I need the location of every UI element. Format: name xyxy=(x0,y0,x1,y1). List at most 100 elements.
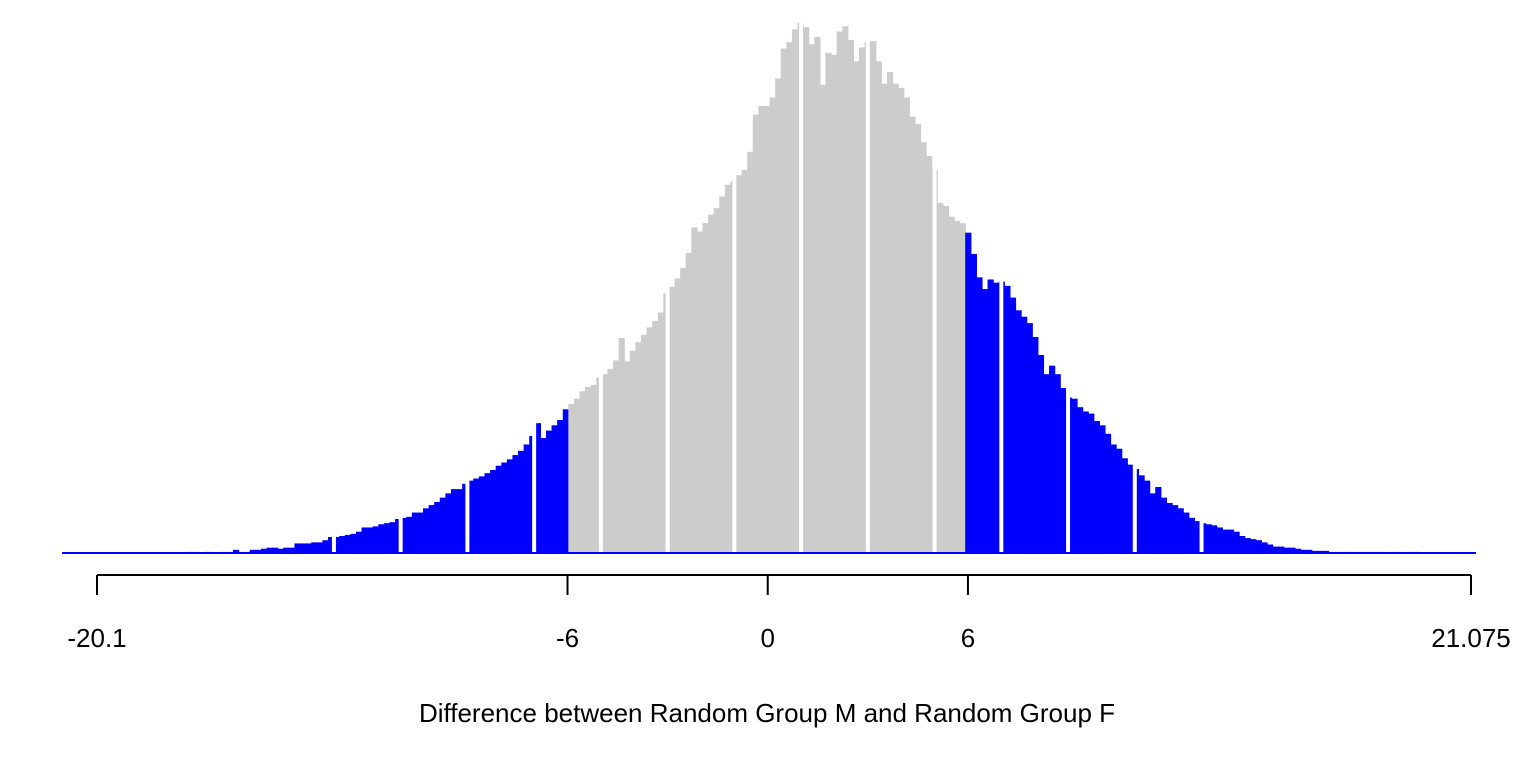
histogram-bars xyxy=(188,23,1419,554)
histogram-bar xyxy=(736,175,743,553)
histogram-bar xyxy=(847,40,855,553)
histogram-bar xyxy=(719,196,726,553)
histogram-bar xyxy=(495,465,502,553)
histogram-bar xyxy=(803,27,810,553)
histogram-bar xyxy=(1172,505,1179,553)
histogram-bar xyxy=(713,208,720,553)
histogram-bar xyxy=(590,384,597,553)
histogram-bar xyxy=(624,361,631,553)
histogram-bar xyxy=(618,338,625,553)
x-tick-label: -20.1 xyxy=(67,623,126,653)
histogram-bar xyxy=(1127,464,1134,553)
histogram-bar xyxy=(411,512,419,553)
histogram-bar xyxy=(1255,540,1263,553)
histogram-bar xyxy=(322,540,329,553)
histogram-bar xyxy=(680,267,687,553)
histogram-bar xyxy=(1054,374,1061,553)
histogram-bar xyxy=(557,419,564,553)
histogram-bar xyxy=(601,374,609,553)
histogram-bar xyxy=(478,476,486,553)
histogram-bar xyxy=(752,114,759,553)
histogram-bar xyxy=(551,425,558,553)
histogram-bar xyxy=(467,480,474,553)
histogram-bar xyxy=(635,342,642,553)
histogram-bar xyxy=(311,542,318,553)
histogram-bar xyxy=(1138,475,1145,553)
histogram-bar xyxy=(232,549,240,553)
histogram-bar xyxy=(1278,546,1285,553)
histogram-bar xyxy=(819,84,827,553)
histogram-bar xyxy=(1037,355,1045,553)
histogram-bar xyxy=(462,483,469,553)
histogram-bar xyxy=(1121,458,1128,553)
histogram-bar xyxy=(1015,310,1022,553)
histogram-bar xyxy=(853,61,860,554)
histogram-bar xyxy=(350,533,357,553)
histogram-bar xyxy=(825,52,832,554)
histogram-bar xyxy=(668,286,676,553)
histogram-bar xyxy=(903,97,910,553)
histogram-bar xyxy=(1043,374,1050,553)
histogram-bar xyxy=(300,543,307,553)
histogram-bar xyxy=(1004,285,1011,553)
histogram-bar xyxy=(1267,544,1274,553)
histogram-bar xyxy=(702,223,709,553)
histogram-bar xyxy=(920,142,927,553)
histogram-bar xyxy=(981,289,989,553)
histogram-bar xyxy=(1082,411,1089,553)
histogram-bar xyxy=(1149,493,1156,553)
histogram-bar xyxy=(1239,535,1246,553)
histogram-bar xyxy=(266,547,273,553)
histogram-bar xyxy=(909,116,916,554)
histogram-bar xyxy=(1049,365,1056,553)
histogram-bar xyxy=(741,169,748,553)
histogram-bar xyxy=(870,41,877,554)
histogram-bar xyxy=(758,106,765,553)
histogram-bar xyxy=(836,31,843,553)
histogram-bar xyxy=(490,469,497,553)
histogram-bar xyxy=(400,517,407,553)
histogram-bar xyxy=(367,527,374,553)
histogram-bar xyxy=(898,87,905,554)
histogram-bar xyxy=(892,83,899,553)
histogram-bar xyxy=(993,282,1000,553)
histogram-bar xyxy=(434,501,441,553)
histogram-bar xyxy=(456,489,463,553)
histogram-bar xyxy=(333,537,340,553)
histogram-bar xyxy=(685,252,692,553)
histogram-bar xyxy=(450,489,458,553)
histogram-bar xyxy=(1317,550,1324,553)
histogram-bar xyxy=(344,534,351,553)
histogram-bar xyxy=(573,398,581,553)
histogram-bar xyxy=(1026,323,1033,553)
histogram-bar xyxy=(423,508,430,553)
histogram-bar xyxy=(657,312,664,553)
histogram-bar xyxy=(942,206,950,554)
histogram-bar xyxy=(1283,547,1290,553)
histogram-bar xyxy=(1166,502,1173,553)
histogram-bar xyxy=(1311,550,1318,553)
x-axis: -20.1 -6 0 6 21.075 xyxy=(67,574,1511,653)
histogram-bar xyxy=(1032,336,1039,553)
histogram-bar xyxy=(305,543,312,553)
histogram-bar xyxy=(791,29,799,553)
histogram-bar xyxy=(1205,524,1212,553)
histogram-bar xyxy=(316,542,324,553)
histogram-bar xyxy=(954,220,961,553)
histogram-bar xyxy=(976,277,983,553)
histogram-bar xyxy=(1076,407,1084,553)
histogram-bar xyxy=(288,547,296,553)
histogram-bar xyxy=(875,61,882,554)
histogram-bar xyxy=(814,36,821,553)
histogram-bar xyxy=(406,516,413,553)
histogram-bar xyxy=(585,386,592,553)
histogram-bar xyxy=(568,404,575,553)
histogram-bar xyxy=(355,531,363,553)
histogram-bar xyxy=(1183,512,1190,553)
histogram-bar xyxy=(965,232,972,553)
histogram-bar xyxy=(970,253,977,553)
histogram-bar xyxy=(674,278,681,553)
histogram-bar xyxy=(808,44,815,553)
x-tick-label: 0 xyxy=(760,623,774,653)
